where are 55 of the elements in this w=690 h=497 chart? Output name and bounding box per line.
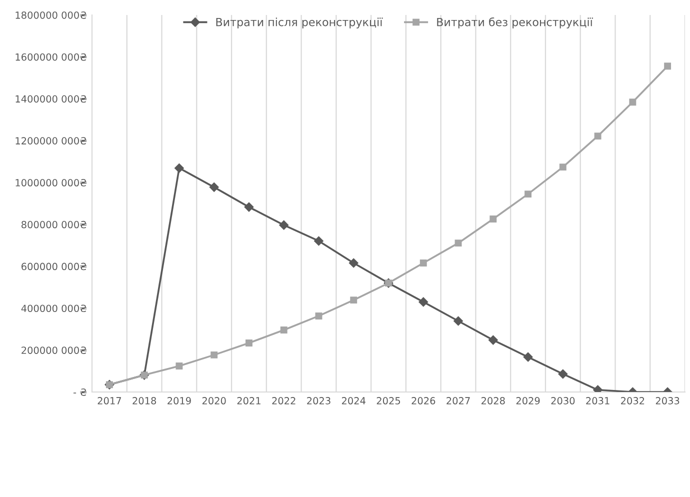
x-tick-label: 2030 bbox=[551, 397, 575, 404]
y-tick-label: 800000 000₴ bbox=[22, 220, 87, 228]
y-tick-label: 600000 000₴ bbox=[22, 262, 87, 270]
point bbox=[210, 351, 218, 358]
point bbox=[558, 369, 568, 379]
legend-label: Витрати без реконструкції bbox=[437, 17, 593, 28]
x-tick-label: 2032 bbox=[621, 397, 644, 404]
point bbox=[348, 258, 358, 268]
y-tick-label: 1000000 000₴ bbox=[16, 179, 87, 186]
x-tick-label: 2023 bbox=[307, 397, 330, 404]
point bbox=[629, 98, 636, 106]
point bbox=[488, 335, 498, 345]
y-tick-label: 1400000 000₴ bbox=[16, 95, 87, 103]
point bbox=[420, 260, 427, 266]
point bbox=[523, 352, 533, 362]
x-tick-label: 2022 bbox=[272, 397, 296, 404]
point bbox=[279, 220, 288, 230]
point bbox=[244, 202, 254, 212]
point bbox=[559, 164, 566, 171]
point bbox=[454, 316, 463, 326]
y-tick-label: 400000 000₴ bbox=[21, 304, 87, 312]
point bbox=[593, 385, 602, 392]
y-tick-label: 1200000 000₴ bbox=[16, 137, 87, 144]
x-tick-label: 2031 bbox=[586, 397, 610, 404]
x-tick-label: 2026 bbox=[412, 397, 436, 404]
point bbox=[314, 236, 324, 246]
point bbox=[176, 362, 183, 370]
y-tick-label: 1800000 000₴ bbox=[16, 11, 87, 19]
point bbox=[490, 216, 497, 222]
x-tick-label: 2025 bbox=[376, 397, 400, 404]
x-tick-label: 2033 bbox=[656, 397, 680, 404]
point bbox=[418, 297, 428, 307]
point bbox=[280, 326, 288, 334]
point bbox=[209, 182, 219, 192]
point bbox=[454, 240, 462, 247]
x-tick-label: 2029 bbox=[516, 397, 540, 404]
x-tick-label: 2018 bbox=[132, 397, 156, 404]
point bbox=[174, 163, 184, 173]
x-tick-label: 2020 bbox=[202, 397, 226, 404]
x-tick-label: 2021 bbox=[237, 397, 260, 404]
x-tick-label: 2019 bbox=[168, 397, 191, 404]
y-tick-label: 200000 000₴ bbox=[22, 346, 87, 354]
point bbox=[524, 190, 532, 198]
point bbox=[664, 62, 672, 70]
x-tick-label: 2027 bbox=[446, 397, 470, 404]
y-tick-label: 1600000 000₴ bbox=[16, 53, 87, 61]
legend-label: Витрати після реконструкції bbox=[216, 18, 383, 28]
point bbox=[350, 296, 358, 304]
x-tick-label: 2017 bbox=[98, 397, 121, 404]
point bbox=[315, 312, 322, 320]
point bbox=[246, 340, 252, 346]
x-tick-label: 2024 bbox=[342, 397, 366, 404]
x-tick-label: 2028 bbox=[481, 397, 505, 404]
point bbox=[594, 132, 602, 140]
y-tick-label: - ₴ bbox=[73, 388, 87, 396]
